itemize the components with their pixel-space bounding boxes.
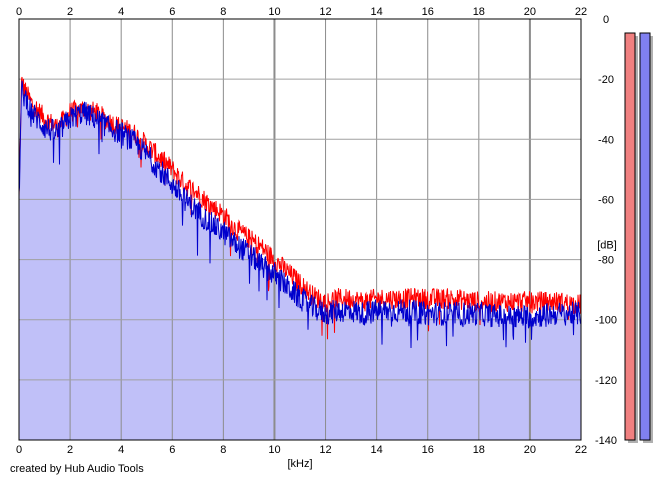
y-tick-label: -120 [595, 375, 617, 387]
x-tick-label-bottom: 18 [473, 444, 485, 456]
y-tick-label: 0 [603, 14, 609, 26]
y-tick-label: -140 [595, 435, 617, 447]
y-axis-label: [dB] [597, 240, 617, 252]
y-tick-label: -40 [598, 134, 614, 146]
level-meter-bar [639, 32, 651, 441]
x-tick-label-top: 14 [371, 6, 383, 18]
x-tick-label-top: 10 [268, 6, 280, 18]
y-tick-label: -60 [598, 194, 614, 206]
x-tick-label-bottom: 4 [118, 444, 124, 456]
x-tick-label-bottom: 20 [524, 444, 536, 456]
level-meter-bar [624, 32, 636, 441]
x-tick-label-bottom: 8 [220, 444, 226, 456]
y-tick-label: -20 [598, 74, 614, 86]
x-tick-label-top: 12 [319, 6, 331, 18]
plot-frame [18, 18, 582, 441]
x-tick-label-top: 20 [524, 6, 536, 18]
x-tick-label-top: 2 [67, 6, 73, 18]
x-tick-label-top: 0 [16, 6, 22, 18]
x-tick-label-bottom: 10 [268, 444, 280, 456]
x-tick-label-bottom: 6 [169, 444, 175, 456]
x-tick-label-top: 18 [473, 6, 485, 18]
x-tick-label-bottom: 22 [575, 444, 587, 456]
x-tick-label-top: 6 [169, 6, 175, 18]
x-tick-label-top: 8 [220, 6, 226, 18]
credit-text: created by Hub Audio Tools [10, 463, 144, 475]
series-line-blue [18, 80, 582, 349]
x-tick-label-top: 16 [422, 6, 434, 18]
y-tick-label: -80 [598, 255, 614, 267]
x-tick-label-top: 4 [118, 6, 124, 18]
x-tick-label-top: 22 [575, 6, 587, 18]
x-tick-label-bottom: 12 [319, 444, 331, 456]
x-tick-label-bottom: 2 [67, 444, 73, 456]
x-axis-label: [kHz] [287, 458, 312, 470]
y-tick-label: -100 [595, 315, 617, 327]
x-tick-label-bottom: 14 [371, 444, 383, 456]
x-tick-label-bottom: 16 [422, 444, 434, 456]
x-tick-label-bottom: 0 [16, 444, 22, 456]
